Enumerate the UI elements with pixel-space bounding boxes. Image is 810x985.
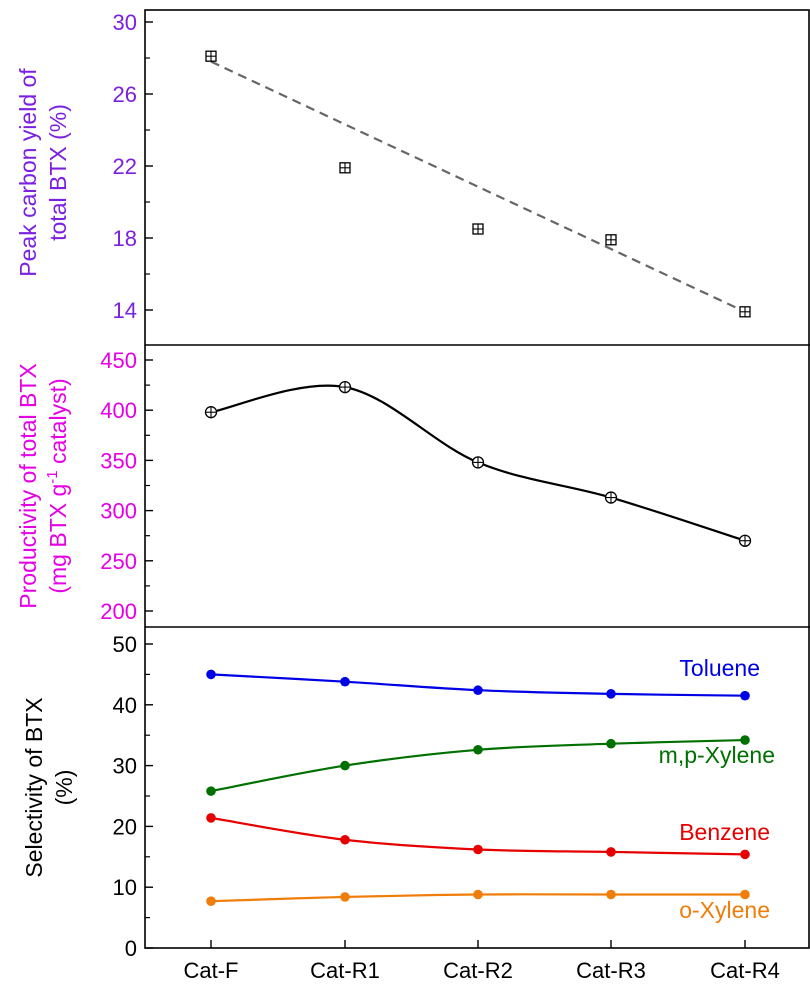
data-point [473, 889, 483, 900]
data-point [206, 813, 216, 823]
data-point [740, 690, 750, 701]
data-point [340, 834, 350, 845]
y-tick-label: 14 [113, 298, 137, 323]
superscript: -1 [44, 470, 61, 483]
x-tick-label: Cat-R1 [310, 958, 380, 983]
y-axis-label-top: Peak carbon yield of total BTX (%) [15, 68, 71, 277]
data-point [738, 534, 752, 547]
data-point [606, 738, 616, 749]
y-tick-label: 18 [113, 226, 137, 251]
series-benzene: Benzene [206, 813, 770, 860]
y-axis-label-bottom: Selectivity of BTX (%) [21, 697, 77, 877]
series-top [205, 50, 751, 318]
series-label: Toluene [679, 655, 760, 681]
data-point [606, 689, 616, 699]
y-axis-label-line: Productivity of total BTX [15, 363, 41, 608]
series-o-xylene: o-Xylene [206, 889, 770, 923]
y-axis-label-line: (%) [51, 770, 77, 806]
y-axis-label-line: Selectivity of BTX [21, 697, 47, 877]
data-point [605, 234, 617, 246]
data-point [338, 380, 352, 394]
data-point [204, 406, 218, 419]
series-middle [204, 380, 752, 547]
data-point [604, 491, 618, 504]
panel-top: 14 18 22 26 30 Peak carbon yield of total BTX … [15, 10, 751, 323]
series-label: o-Xylene [679, 897, 770, 923]
y-tick-label: 30 [113, 754, 137, 779]
data-point [473, 685, 483, 696]
series-label: Benzene [679, 819, 770, 845]
series-label: m,p-Xylene [659, 742, 775, 768]
y-tick-label: 50 [113, 632, 137, 657]
series-toluene: Toluene [206, 655, 760, 701]
data-point [606, 889, 616, 900]
plot-frame [144, 9, 810, 949]
data-point [740, 735, 750, 745]
y-tick-label: 400 [100, 398, 137, 423]
data-point [206, 896, 216, 906]
y-axis-label-middle: Productivity of total BTX (mg BTX g-1 cat… [15, 363, 71, 608]
data-point [739, 306, 751, 318]
data-point [206, 669, 216, 680]
y-axis-label-line: total BTX (%) [45, 104, 71, 241]
data-point [340, 676, 350, 687]
x-tick-label: Cat-R2 [443, 958, 513, 983]
data-point [740, 849, 750, 860]
y-tick-label: 22 [113, 154, 137, 179]
y-tick-label: 300 [100, 499, 137, 524]
y-tick-label: 10 [113, 875, 137, 900]
y-tick-label: 250 [100, 549, 137, 574]
y-tick-label: 20 [113, 814, 137, 839]
data-point [340, 892, 350, 902]
y-axis-label-line: (mg BTX g-1 catalyst) [44, 378, 71, 593]
data-point [206, 786, 216, 796]
y-tick-label: 40 [113, 693, 137, 718]
data-point [471, 456, 485, 469]
data-point [606, 847, 616, 857]
panel-middle: 200 250 300 350 400 450 Productivity of total … [15, 344, 810, 624]
y-tick-label: 200 [100, 599, 137, 624]
data-point [205, 50, 217, 62]
y-tick-label: 0 [125, 936, 137, 961]
y-axis-bottom: 0 10 20 30 40 50 [113, 632, 153, 961]
data-point [740, 889, 750, 900]
y-tick-label: 30 [113, 10, 137, 35]
x-tick-label: Cat-F [184, 958, 239, 983]
data-point [473, 744, 483, 755]
y-axis-label-line: Peak carbon yield of [15, 68, 41, 277]
y-axis-top: 14 18 22 26 30 [113, 10, 153, 323]
y-tick-label: 450 [100, 348, 137, 373]
x-axis: Cat-F Cat-R1 Cat-R2 Cat-R3 Cat-R4 [184, 940, 780, 983]
data-point [339, 162, 351, 174]
x-tick-label: Cat-R4 [710, 958, 780, 983]
data-point [340, 760, 350, 771]
trend-line [210, 60, 746, 313]
data-point [473, 844, 483, 855]
y-tick-label: 26 [113, 82, 137, 107]
data-point [472, 223, 484, 235]
series-m-p-xylene: m,p-Xylene [206, 735, 775, 796]
x-tick-label: Cat-R3 [576, 958, 646, 983]
panel-bottom: 0 10 20 30 40 50 Selectivity of BTX (%) Toluene m… [21, 626, 810, 961]
y-tick-label: 350 [100, 448, 137, 473]
y-axis-middle: 200 250 300 350 400 450 [100, 348, 153, 624]
